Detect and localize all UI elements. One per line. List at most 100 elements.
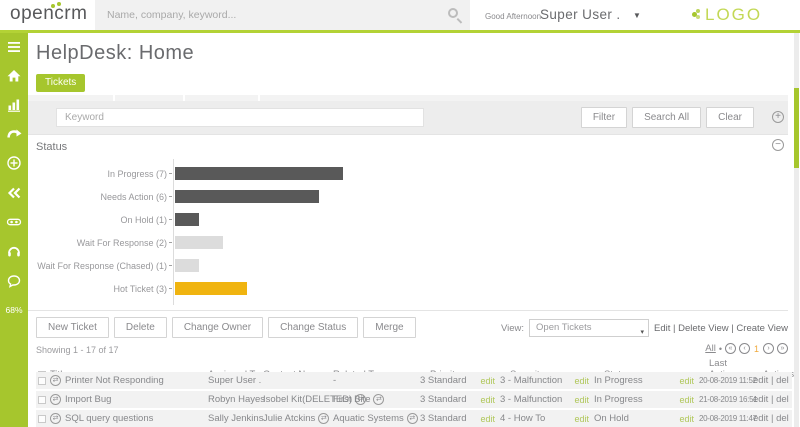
- row-delete-link[interactable]: del: [776, 394, 789, 405]
- search-all-button[interactable]: Search All: [632, 107, 702, 128]
- row-checkbox[interactable]: [38, 395, 46, 404]
- last-page-icon[interactable]: »: [777, 343, 788, 354]
- status-value: In Progress: [594, 394, 643, 405]
- related-to-cell: -: [333, 375, 420, 386]
- chart-category-label: Hot Ticket (3): [113, 283, 167, 294]
- pager-separator: •: [718, 343, 722, 354]
- new-ticket-button[interactable]: New Ticket: [36, 317, 109, 338]
- ticket-title[interactable]: Import Bug: [65, 394, 112, 405]
- row-edit-link[interactable]: edit: [753, 413, 769, 424]
- user-menu[interactable]: Super User .: [540, 7, 621, 22]
- contact-name-cell: Isobel Kit(DELETED) ⇄: [263, 394, 367, 405]
- chart-bar: [175, 167, 343, 180]
- chart-row: On Hold (1): [28, 208, 788, 231]
- record-jump-icon[interactable]: ⇄: [318, 413, 330, 424]
- home-icon[interactable]: [6, 68, 22, 84]
- keyword-input[interactable]: [56, 108, 424, 127]
- table-row: ⇄ Import Bug Robyn Hayes Isobel Kit(DELETED…: [36, 391, 792, 408]
- row-checkbox-cell: [36, 376, 50, 385]
- prev-page-icon[interactable]: ‹: [738, 343, 750, 354]
- ticket-rows: ⇄ Printer Not Responding Super User . - 3 St…: [36, 372, 792, 427]
- menu-icon[interactable]: [6, 39, 22, 55]
- chevron-down-icon[interactable]: ▼: [633, 11, 641, 20]
- inline-edit-link[interactable]: edit: [679, 394, 694, 405]
- headset-icon[interactable]: [6, 243, 22, 259]
- edit-view-link[interactable]: Edit: [654, 322, 671, 334]
- change-owner-button[interactable]: Change Owner: [171, 317, 264, 338]
- view-dropdown[interactable]: Open Tickets ▾: [529, 319, 650, 337]
- inline-edit-link[interactable]: edit: [679, 413, 694, 424]
- row-edit-link[interactable]: edit: [753, 394, 769, 405]
- search-icon[interactable]: [448, 8, 458, 18]
- sidebar-nav: 68%: [0, 33, 28, 427]
- link-icon[interactable]: [6, 214, 22, 230]
- related-to: First Bite: [333, 394, 371, 405]
- chart-row: In Progress (7): [28, 162, 788, 185]
- bar-chart-icon[interactable]: [6, 97, 22, 113]
- merge-button[interactable]: Merge: [363, 317, 416, 338]
- inline-edit-link[interactable]: edit: [574, 375, 589, 386]
- inline-edit-link[interactable]: edit: [679, 375, 694, 386]
- create-view-link[interactable]: Create View: [736, 322, 788, 334]
- row-checkbox[interactable]: [38, 414, 46, 423]
- severity-cell: 3 - Malfunction edit: [500, 394, 594, 405]
- assigned-to-cell: Sally Jenkins: [208, 413, 264, 424]
- storage-usage-percent: 68%: [5, 305, 23, 315]
- row-edit-link[interactable]: edit: [753, 375, 769, 386]
- chat-bubble-icon[interactable]: [6, 273, 22, 289]
- show-all-link[interactable]: All: [705, 343, 716, 354]
- collapse-double-chevron-icon[interactable]: [6, 185, 22, 201]
- status-section-header: Status −: [28, 134, 788, 155]
- global-search-input[interactable]: [95, 0, 470, 30]
- scrollbar-thumb[interactable]: [794, 88, 799, 168]
- tab-tickets[interactable]: Tickets: [36, 74, 86, 92]
- inline-edit-link[interactable]: edit: [574, 394, 589, 405]
- filter-button[interactable]: Filter: [580, 107, 628, 128]
- clear-button[interactable]: Clear: [706, 107, 754, 128]
- inline-edit-link[interactable]: edit: [574, 413, 589, 424]
- opencrm-logo[interactable]: opencrm: [10, 2, 87, 25]
- quick-view-icon[interactable]: ⇄: [50, 413, 61, 424]
- record-jump-icon[interactable]: ⇄: [373, 394, 385, 405]
- change-status-button[interactable]: Change Status: [268, 317, 359, 338]
- record-jump-icon[interactable]: ⇄: [355, 394, 367, 405]
- collapse-panel-icon[interactable]: −: [772, 139, 784, 151]
- last-action-date-cell: 20-08-2019 11:47: [699, 414, 757, 423]
- priority-cell: 3 Standard edit: [420, 375, 500, 386]
- chart-row: Wait For Response (2): [28, 231, 788, 254]
- chart-bar: [175, 236, 223, 249]
- curved-arrow-icon[interactable]: [6, 126, 22, 142]
- page-title: HelpDesk: Home: [36, 42, 195, 64]
- next-page-icon[interactable]: ›: [763, 343, 774, 354]
- scrollbar[interactable]: [794, 33, 799, 427]
- chart-tick: [169, 265, 172, 266]
- inline-edit-link[interactable]: edit: [480, 413, 495, 424]
- delete-view-link[interactable]: Delete View: [678, 322, 729, 334]
- ticket-title[interactable]: SQL query questions: [65, 413, 154, 424]
- status-bar-chart: In Progress (7) Needs Action (6) On Hold (…: [28, 157, 788, 309]
- title-cell: ⇄ Import Bug: [50, 394, 208, 405]
- inline-edit-link[interactable]: edit: [480, 375, 495, 386]
- row-delete-link[interactable]: del: [776, 413, 789, 424]
- chart-category-label: In Progress (7): [107, 168, 167, 179]
- assigned-to-cell: Robyn Hayes: [208, 394, 266, 405]
- plus-circle-icon[interactable]: [6, 155, 22, 171]
- quick-view-icon[interactable]: ⇄: [50, 375, 61, 386]
- row-checkbox[interactable]: [38, 376, 46, 385]
- delete-button[interactable]: Delete: [113, 317, 167, 338]
- status-value: On Hold: [594, 413, 629, 424]
- chart-category-label: Needs Action (6): [100, 191, 167, 202]
- inline-edit-link[interactable]: edit: [480, 394, 495, 405]
- title-cell: ⇄ Printer Not Responding: [50, 375, 208, 386]
- table-row: ⇄ SQL query questions Sally Jenkins Julie A…: [36, 410, 792, 427]
- contact-name-cell: Julie Atckins ⇄: [263, 413, 333, 424]
- record-jump-icon[interactable]: ⇄: [406, 413, 418, 424]
- view-links-separator: |: [731, 322, 734, 334]
- row-delete-link[interactable]: del: [776, 375, 789, 386]
- expand-panel-icon[interactable]: +: [772, 111, 784, 123]
- quick-view-icon[interactable]: ⇄: [50, 394, 61, 405]
- list-toolbar: New Ticket Delete Change Owner Change St…: [36, 317, 416, 338]
- actions-cell: edit | del: [753, 413, 792, 424]
- first-page-icon[interactable]: «: [724, 343, 736, 354]
- ticket-title[interactable]: Printer Not Responding: [65, 375, 164, 386]
